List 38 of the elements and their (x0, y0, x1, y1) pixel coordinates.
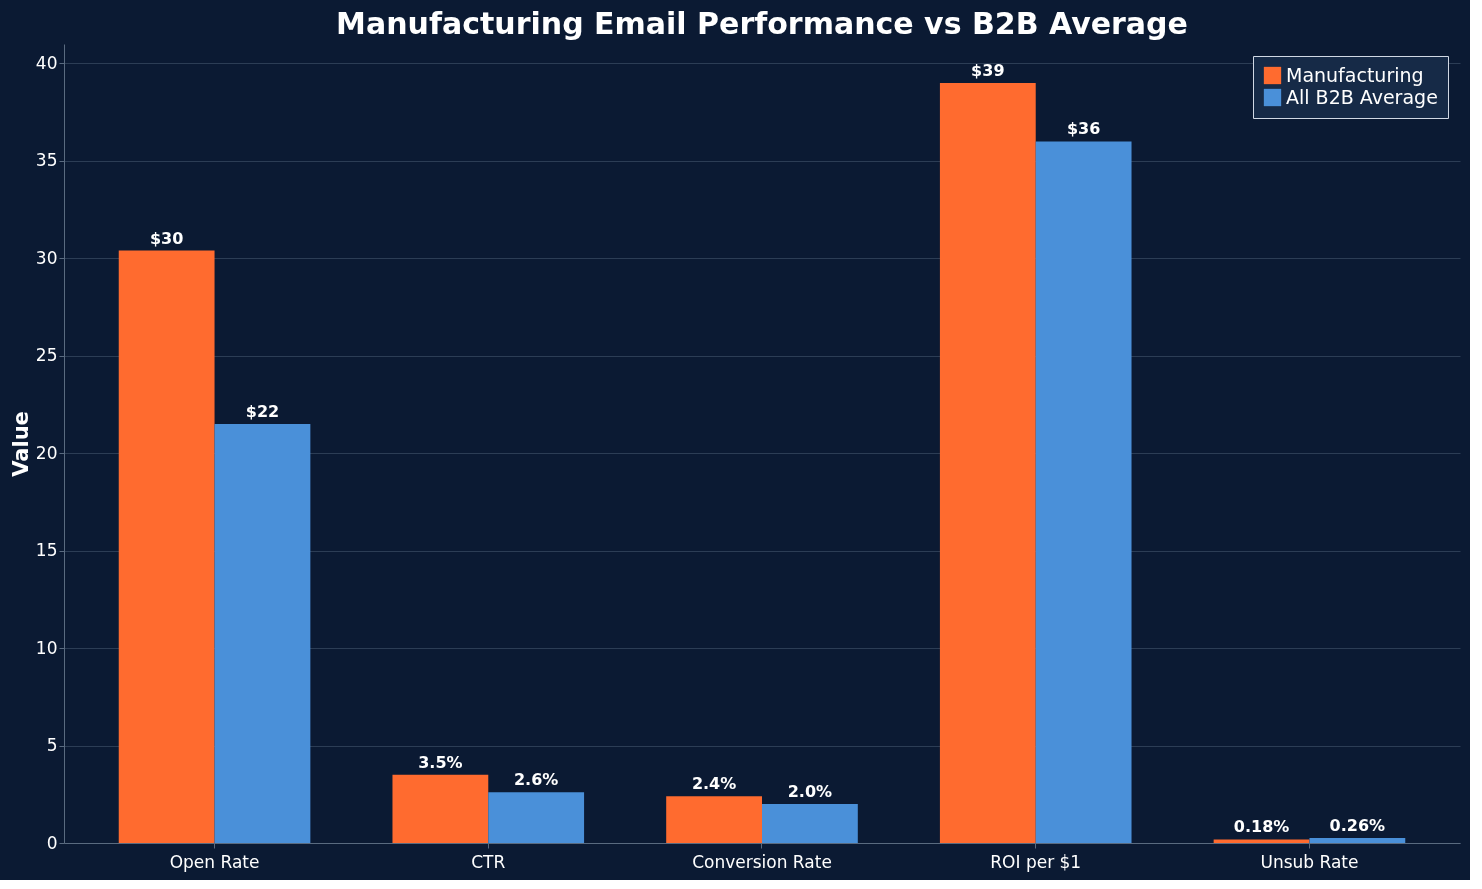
bar (488, 792, 585, 843)
y-tick-label: 20 (35, 442, 58, 463)
bar (392, 774, 489, 843)
data-label: $39 (971, 60, 1005, 80)
bar (939, 82, 1036, 843)
data-label: 3.5% (418, 752, 463, 772)
y-tick-label: 35 (35, 150, 58, 171)
x-tick-label: CTR (471, 851, 506, 872)
bar (118, 250, 215, 843)
bar (666, 796, 762, 843)
data-label: 2.0% (787, 782, 833, 802)
y-tick-label: 0 (46, 832, 58, 853)
data-label: 0.26% (1329, 815, 1386, 835)
y-tick-label: 25 (35, 345, 58, 366)
data-label: 2.4% (691, 774, 737, 794)
bar (762, 804, 858, 843)
y-tick-label: 5 (46, 735, 58, 756)
data-label: $36 (1066, 119, 1101, 139)
data-label: 2.6% (513, 770, 559, 790)
bar (214, 424, 311, 843)
y-tick-label: 40 (35, 52, 58, 73)
y-tick-label: 15 (35, 540, 58, 561)
y-axis-title: Value (8, 411, 33, 477)
data-label: $22 (245, 402, 280, 422)
legend-label: Manufacturing (1286, 63, 1424, 86)
bar (1035, 141, 1132, 843)
x-tick-label: Open Rate (169, 851, 260, 872)
y-tick-label: 30 (35, 247, 58, 268)
legend-label: All B2B Average (1286, 85, 1438, 108)
x-tick-label: ROI per $1 (990, 851, 1082, 872)
chart-title: Manufacturing Email Performance vs B2B Average (336, 6, 1188, 41)
x-tick-label: Unsub Rate (1260, 851, 1359, 872)
y-tick-label: 10 (35, 637, 58, 658)
bar (1309, 837, 1406, 843)
x-tick-label: Conversion Rate (692, 851, 832, 872)
data-label: 0.18% (1233, 817, 1290, 837)
bar (1213, 839, 1310, 843)
data-label: $30 (149, 228, 184, 248)
